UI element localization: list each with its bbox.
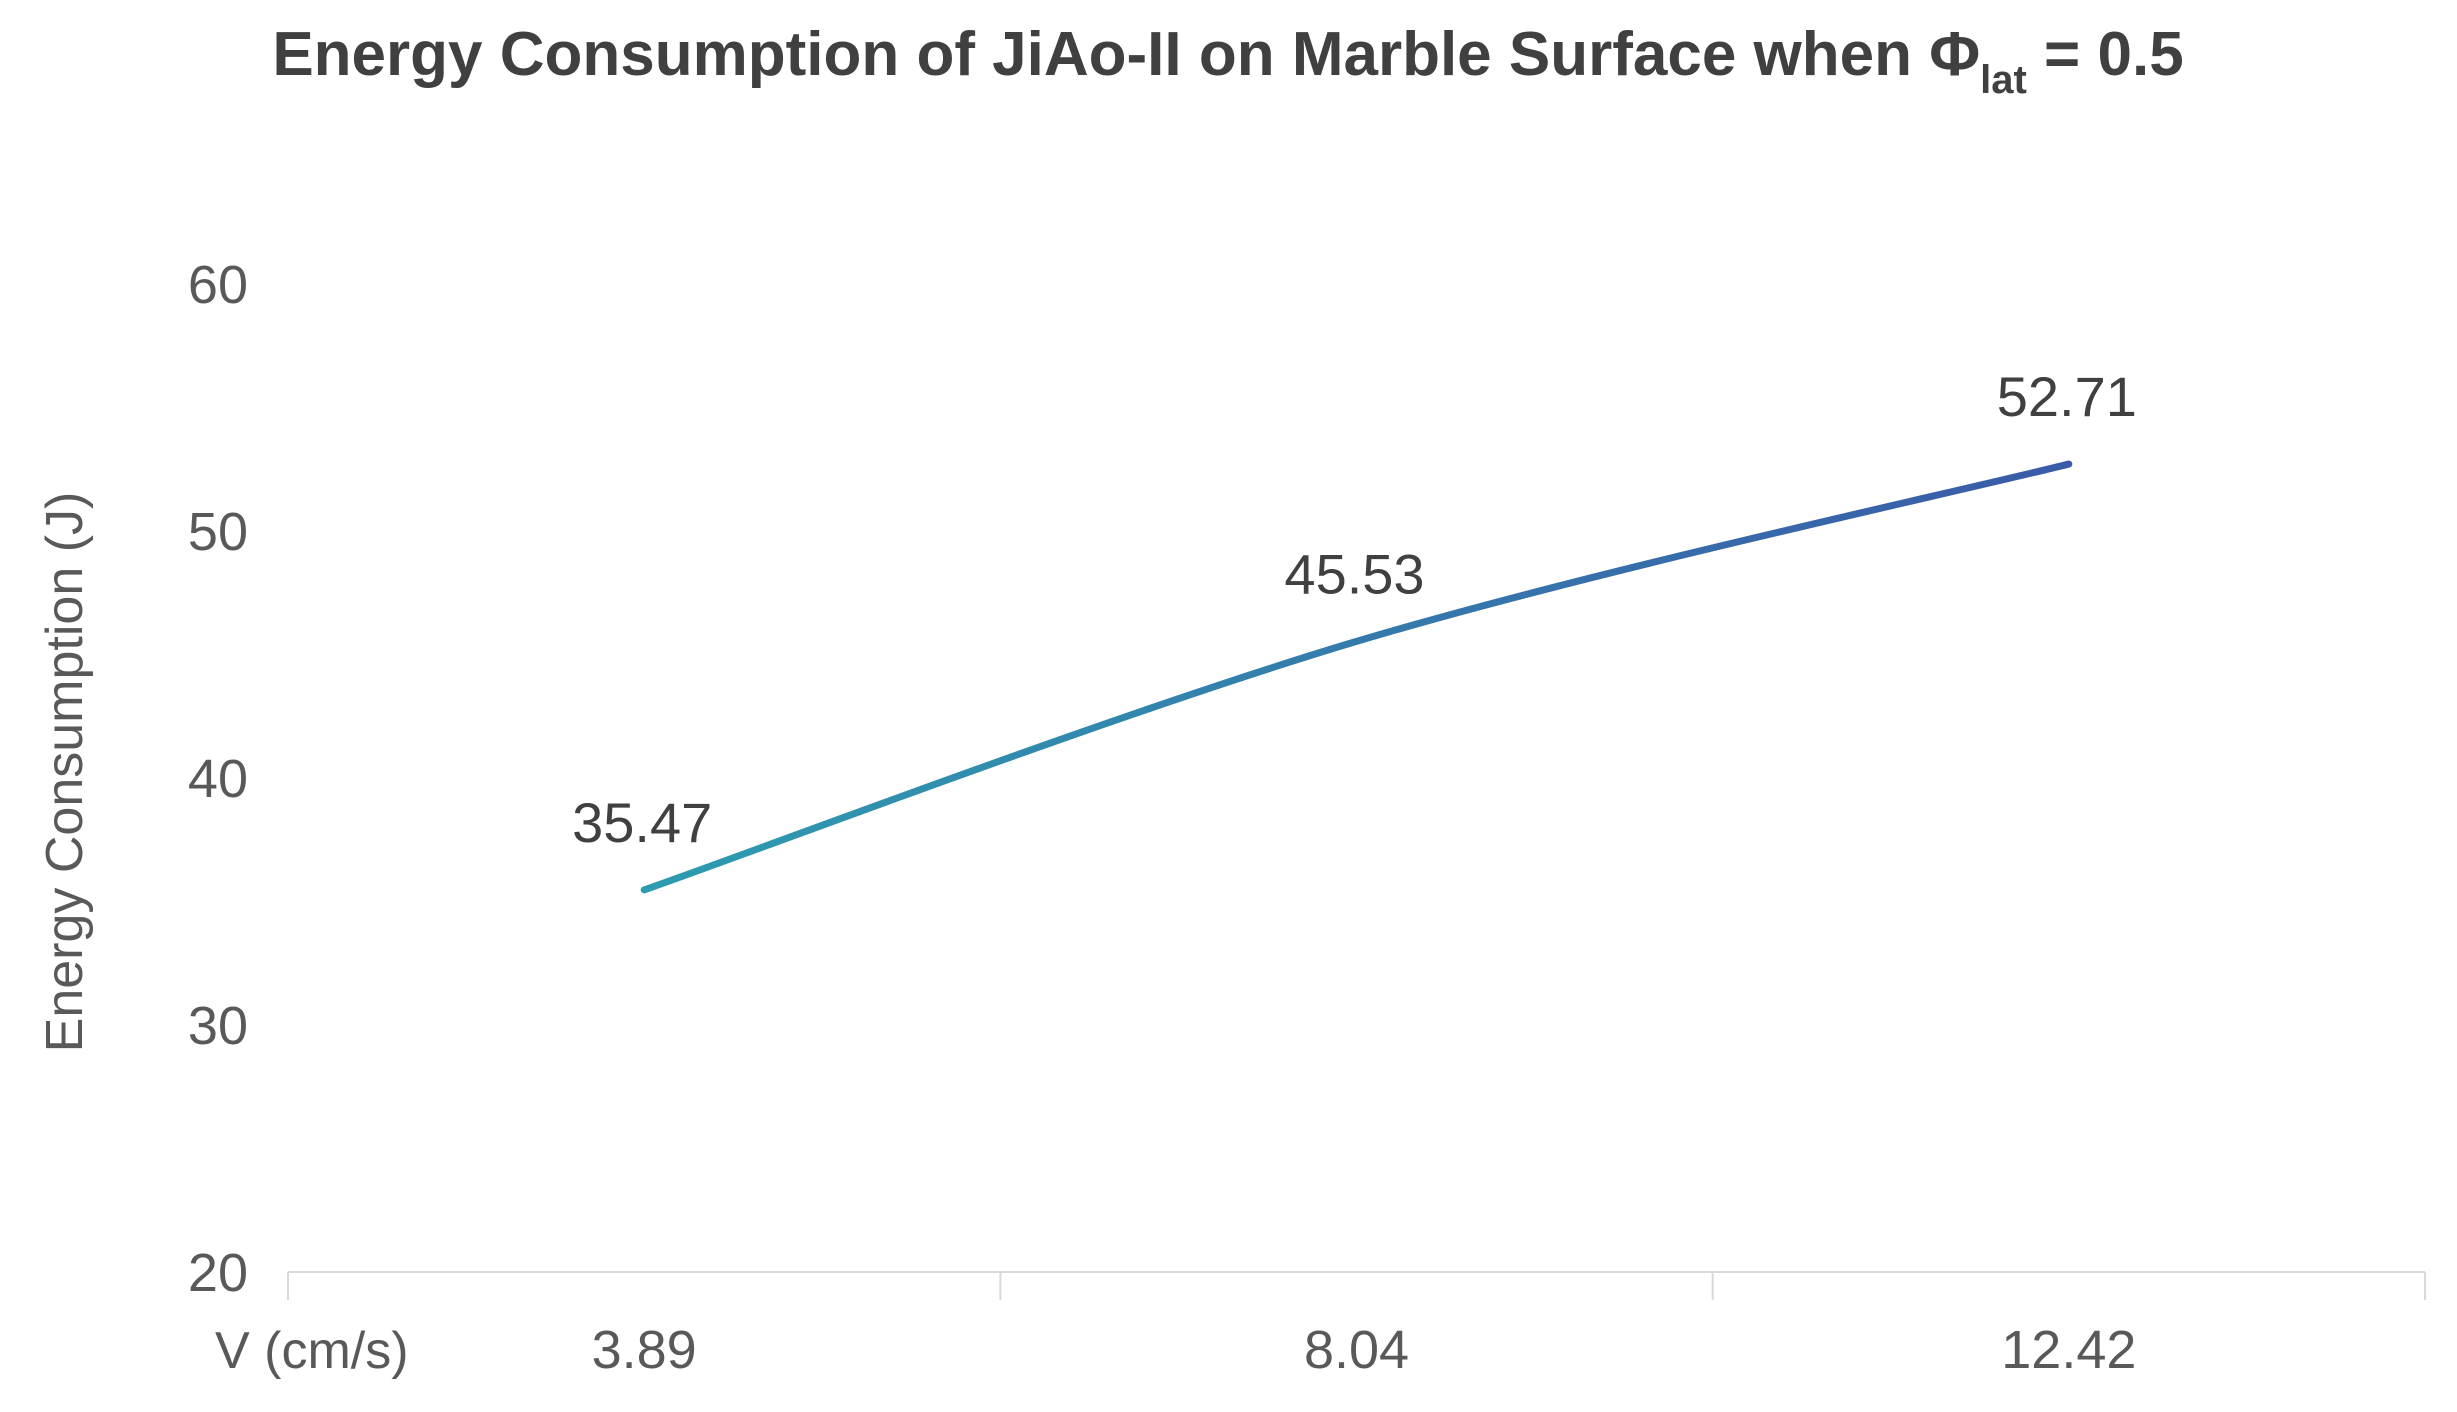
y-tick-label: 50: [188, 502, 248, 562]
data-label: 52.71: [1997, 365, 2137, 428]
x-tick-label: 8.04: [1304, 1320, 1409, 1380]
y-tick-label: 30: [188, 996, 248, 1056]
chart-title-main: Energy Consumption of JiAo-II on Marble …: [272, 20, 1980, 89]
y-tick-label: 60: [188, 255, 248, 315]
chart-title-subscript: lat: [1980, 58, 2027, 102]
data-label: 45.53: [1284, 542, 1424, 605]
y-tick-label: 20: [188, 1243, 248, 1303]
y-tick-label: 40: [188, 749, 248, 809]
x-axis-label: V (cm/s): [215, 1322, 409, 1380]
x-tick-label: 3.89: [592, 1320, 697, 1380]
x-axis-tick-marks: [287, 1272, 2426, 1300]
chart-title: Energy Consumption of JiAo-II on Marble …: [272, 20, 2183, 102]
y-axis-label: Energy Consumption (J): [36, 492, 94, 1053]
series-line: [640, 460, 2073, 894]
y-axis-ticks: 20 30 40 50 60: [188, 255, 248, 1303]
x-tick-label: 12.42: [2001, 1320, 2136, 1380]
data-labels: 35.47 45.53 52.71: [572, 365, 2137, 854]
x-axis-tick-labels: 3.89 8.04 12.42: [592, 1320, 2137, 1380]
data-label: 35.47: [572, 791, 712, 854]
chart-title-suffix: = 0.5: [2027, 20, 2184, 89]
